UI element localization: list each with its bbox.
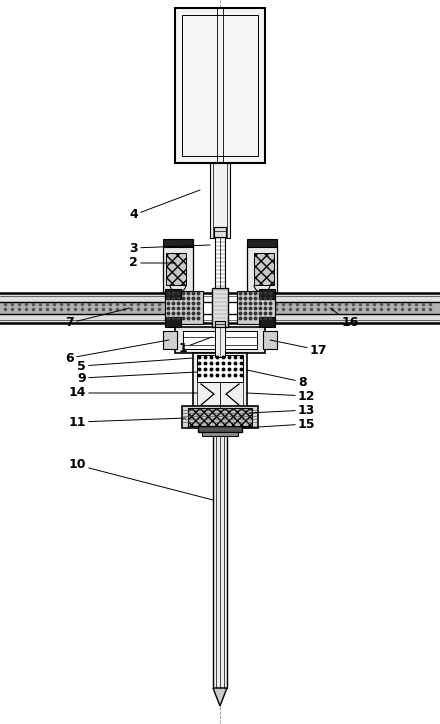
- Bar: [215, 235, 225, 295]
- Text: 10: 10: [69, 458, 213, 500]
- Bar: [215, 321, 225, 327]
- Bar: [0, 293, 188, 323]
- Bar: [198, 426, 242, 432]
- Bar: [202, 432, 238, 436]
- Bar: [188, 408, 252, 426]
- Bar: [175, 8, 265, 163]
- Text: 17: 17: [270, 340, 327, 356]
- Bar: [213, 432, 227, 688]
- Bar: [0, 302, 188, 314]
- Bar: [212, 288, 228, 327]
- Bar: [182, 406, 258, 428]
- Bar: [193, 353, 247, 411]
- Bar: [247, 239, 277, 247]
- Text: 6: 6: [66, 340, 169, 364]
- Text: 15: 15: [242, 418, 315, 431]
- Text: 14: 14: [69, 387, 197, 400]
- Text: 4: 4: [129, 190, 200, 222]
- Bar: [165, 291, 203, 324]
- Bar: [259, 289, 275, 299]
- Bar: [252, 302, 440, 314]
- Bar: [175, 327, 265, 353]
- Text: 13: 13: [249, 403, 315, 416]
- Text: 8: 8: [247, 370, 307, 389]
- Bar: [197, 355, 243, 382]
- Bar: [166, 253, 186, 285]
- Bar: [247, 245, 277, 293]
- Bar: [215, 321, 225, 357]
- Bar: [182, 15, 258, 156]
- Text: 3: 3: [129, 242, 210, 255]
- Bar: [252, 293, 440, 323]
- Text: 1: 1: [178, 337, 212, 355]
- Bar: [163, 245, 193, 293]
- Bar: [237, 291, 275, 324]
- Bar: [163, 331, 177, 349]
- Polygon shape: [213, 688, 227, 706]
- Text: 2: 2: [129, 256, 176, 269]
- Bar: [165, 289, 181, 299]
- Text: 11: 11: [69, 416, 186, 429]
- Text: 7: 7: [65, 308, 130, 329]
- Text: 9: 9: [77, 371, 197, 384]
- Text: 12: 12: [247, 390, 315, 403]
- Bar: [183, 331, 257, 349]
- Text: 5: 5: [77, 358, 193, 373]
- Bar: [263, 331, 277, 349]
- Bar: [254, 253, 274, 285]
- Text: 16: 16: [330, 308, 359, 329]
- Bar: [259, 317, 275, 327]
- Bar: [210, 163, 230, 238]
- Bar: [165, 317, 181, 327]
- Bar: [163, 239, 193, 247]
- Bar: [214, 227, 226, 237]
